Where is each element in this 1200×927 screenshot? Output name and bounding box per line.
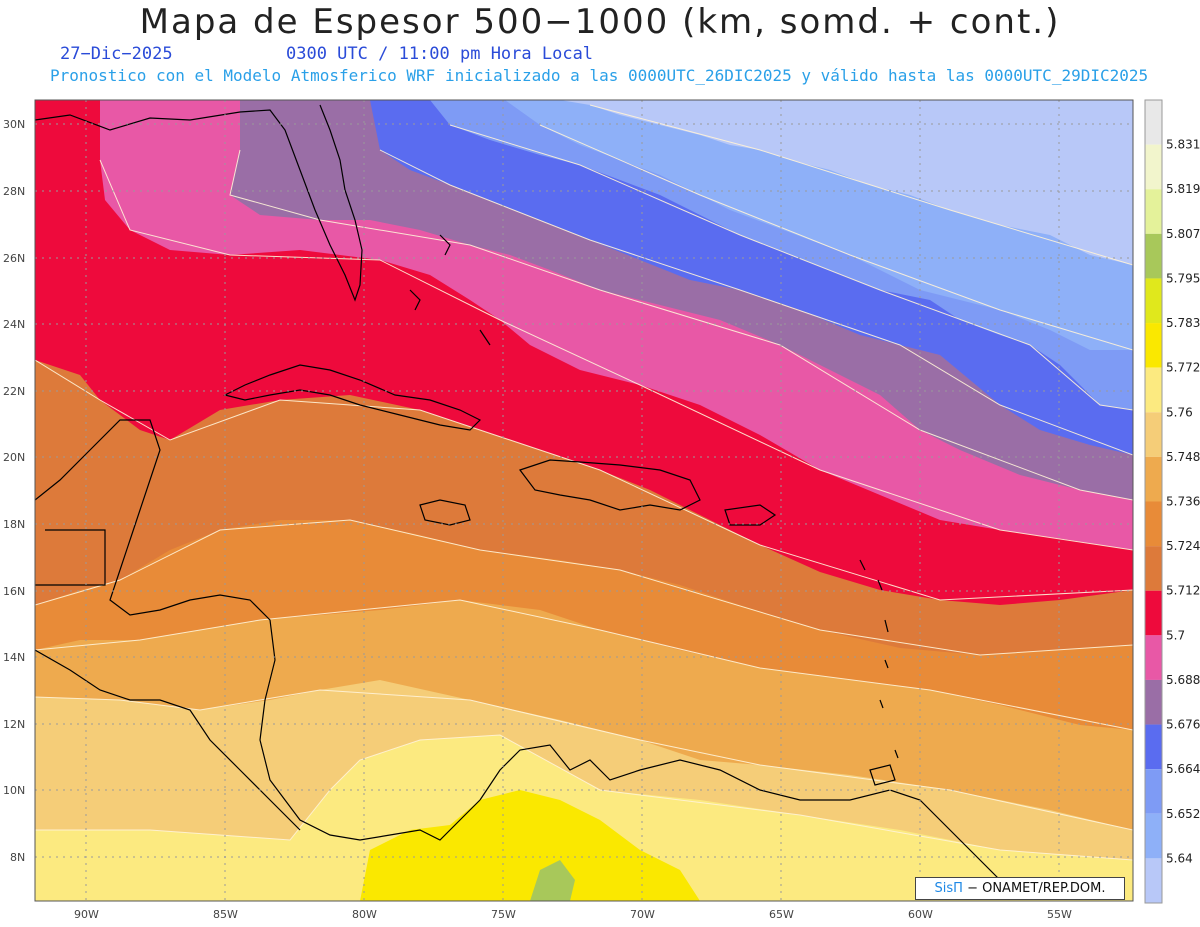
forecast-time: 0300 UTC / 11:00 pm Hora Local [286, 44, 594, 64]
colorbar-swatch [1145, 144, 1162, 190]
colorbar-swatch [1145, 233, 1162, 279]
colorbar-label: 5.676 [1166, 718, 1200, 732]
lat-label: 10N [3, 784, 25, 797]
colorbar-swatch [1145, 456, 1162, 502]
colorbar-swatch [1145, 501, 1162, 547]
colorbar-label: 5.795 [1166, 271, 1200, 285]
lat-label: 8N [10, 851, 25, 864]
colorbar-label: 5.724 [1166, 539, 1200, 553]
colorbar-label: 5.748 [1166, 450, 1200, 464]
colorbar-swatch [1145, 323, 1162, 368]
longitude-labels: 90W 85W 80W 75W 70W 65W 60W 55W [74, 908, 1072, 921]
colorbar-swatch [1145, 635, 1162, 680]
colorbar-swatch [1145, 189, 1162, 234]
colorbar-label: 5.76 [1166, 405, 1193, 419]
lon-label: 70W [630, 908, 655, 921]
coastlines [35, 104, 1011, 891]
graticule [35, 100, 1133, 901]
lon-label: 60W [908, 908, 933, 921]
colorbar-swatch [1145, 858, 1162, 903]
colorbar-label: 5.652 [1166, 807, 1200, 821]
colorbar-swatch [1145, 278, 1162, 324]
page-title: Mapa de Espesor 500−1000 (km, somd. + co… [139, 2, 1061, 42]
colorbar: 5.831 5.819 5.807 5.795 5.783 5.772 5.76 5.748 5… [1144, 99, 1200, 904]
lat-label: 28N [3, 185, 25, 198]
colorbar-label: 5.807 [1166, 227, 1200, 241]
lon-label: 85W [213, 908, 238, 921]
colorbar-label: 5.783 [1166, 316, 1200, 330]
lat-label: 16N [3, 585, 25, 598]
colorbar-label: 5.736 [1166, 495, 1200, 509]
forecast-date: 27−Dic−2025 [60, 44, 173, 64]
credit-brand: SisΠ [934, 881, 963, 896]
lon-label: 90W [74, 908, 99, 921]
latitude-labels: 30N 28N 26N 24N 22N 20N 18N 16N 14N 12N … [3, 118, 25, 864]
lat-label: 14N [3, 651, 25, 664]
colorbar-swatch [1145, 724, 1162, 770]
lon-label: 75W [491, 908, 516, 921]
lon-label: 55W [1047, 908, 1072, 921]
credit-text: − ONAMET/REP.DOM. [962, 881, 1106, 896]
colorbar-swatch [1145, 590, 1162, 636]
colorbar-frame [1144, 99, 1163, 904]
colorbar-label: 5.664 [1166, 762, 1200, 776]
colorbar-swatch [1145, 813, 1162, 859]
colorbar-label: 5.688 [1166, 673, 1200, 687]
forecast-description: Pronostico con el Modelo Atmosferico WRF… [50, 66, 1149, 85]
lon-label: 65W [769, 908, 794, 921]
colorbar-label: 5.772 [1166, 361, 1200, 375]
lon-label: 80W [352, 908, 377, 921]
credit-box: SisΠ − ONAMET/REP.DOM. [915, 877, 1125, 900]
lat-label: 20N [3, 451, 25, 464]
lat-label: 24N [3, 318, 25, 331]
colorbar-label: 5.64 [1166, 851, 1193, 865]
colorbar-label: 5.819 [1166, 182, 1200, 196]
colorbar-label: 5.831 [1166, 138, 1200, 152]
lat-label: 30N [3, 118, 25, 131]
lat-label: 18N [3, 518, 25, 531]
lat-label: 22N [3, 385, 25, 398]
colorbar-swatch [1145, 367, 1162, 413]
colorbar-swatch [1145, 100, 1162, 145]
shaded-contours [35, 100, 1133, 901]
colorbar-label: 5.7 [1166, 628, 1185, 642]
lat-label: 12N [3, 718, 25, 731]
lat-label: 26N [3, 252, 25, 265]
colorbar-swatch [1145, 412, 1162, 457]
colorbar-swatch [1145, 679, 1162, 725]
colorbar-swatch [1145, 546, 1162, 591]
colorbar-swatch [1145, 769, 1162, 814]
colorbar-label: 5.712 [1166, 584, 1200, 598]
